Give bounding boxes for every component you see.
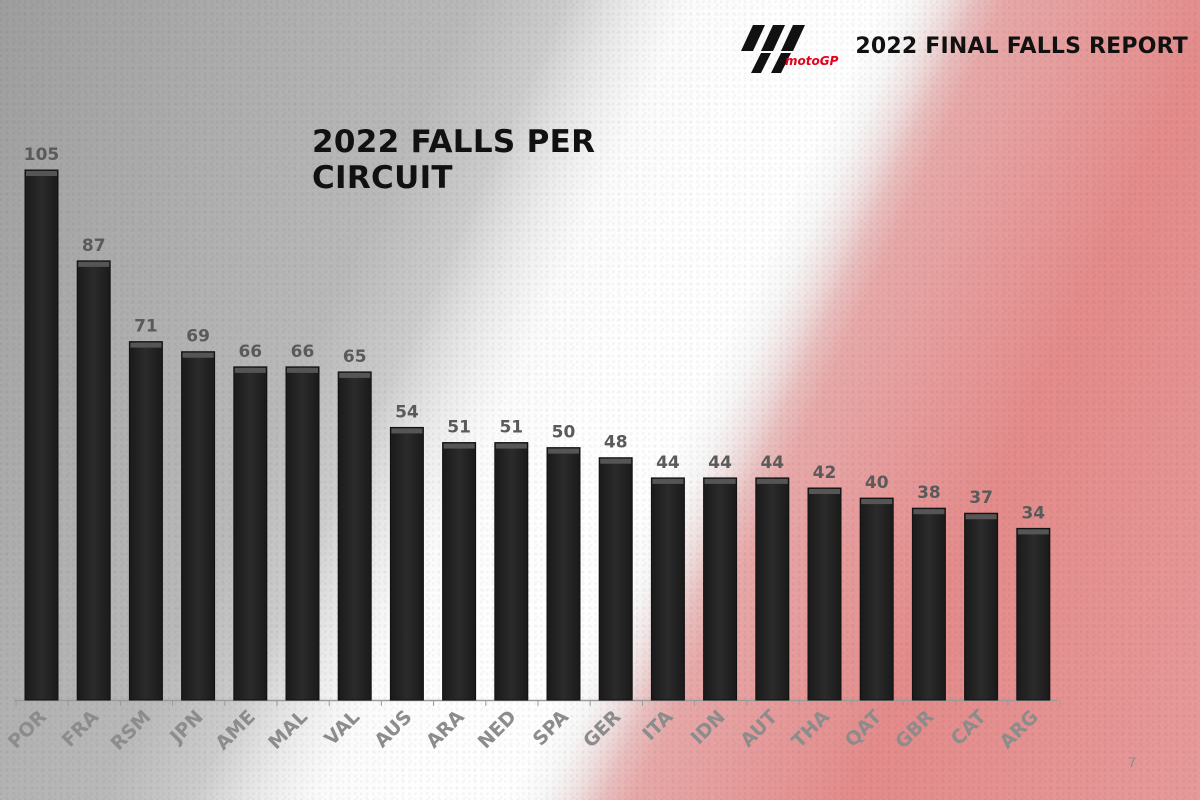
bar-top-highlight bbox=[861, 499, 893, 505]
value-label-val: 65 bbox=[343, 347, 367, 367]
bar-rsm bbox=[128, 341, 163, 701]
bar-top-highlight bbox=[704, 478, 736, 484]
bar-top-highlight bbox=[234, 367, 266, 373]
bar-ger bbox=[598, 457, 633, 701]
bar-top-highlight bbox=[913, 509, 945, 515]
bar-spa bbox=[546, 447, 581, 701]
x-tick-label-ger: GER bbox=[579, 706, 625, 752]
bar-ita bbox=[650, 477, 685, 701]
value-label-aus: 54 bbox=[395, 402, 419, 422]
bar-top-highlight bbox=[965, 514, 997, 520]
bar-top-highlight bbox=[26, 171, 57, 176]
bar-top-highlight bbox=[600, 458, 632, 464]
value-label-arg: 34 bbox=[1021, 503, 1045, 523]
bar-gbr bbox=[911, 507, 946, 701]
bar-top-highlight bbox=[652, 478, 684, 484]
value-label-idn: 44 bbox=[708, 453, 732, 473]
x-tick-label-aus: AUS bbox=[370, 706, 416, 752]
bar-top-highlight bbox=[756, 478, 788, 484]
bar-arg bbox=[1016, 527, 1051, 701]
value-label-ita: 44 bbox=[656, 453, 680, 473]
x-tick-label-ame: AME bbox=[211, 706, 260, 755]
x-tick-label-fra: FRA bbox=[58, 706, 104, 752]
x-tick-label-rsm: RSM bbox=[106, 706, 155, 755]
bar-top-highlight bbox=[339, 372, 371, 378]
page-number: 7 bbox=[1128, 754, 1136, 770]
x-tick-label-val: VAL bbox=[320, 706, 364, 750]
value-label-qat: 40 bbox=[865, 473, 889, 493]
bar-cat bbox=[964, 512, 999, 701]
bar-top-highlight bbox=[287, 367, 318, 373]
x-tick-label-mal: MAL bbox=[264, 706, 312, 754]
x-tick-label-qat: QAT bbox=[841, 706, 887, 752]
logo-wordmark: motoGP bbox=[785, 54, 839, 68]
x-tick-label-tha: THA bbox=[788, 706, 835, 753]
x-tick-label-gbr: GBR bbox=[891, 706, 938, 753]
bar-ara bbox=[442, 442, 477, 701]
bar-top-highlight bbox=[391, 428, 423, 434]
bar-top-highlight bbox=[443, 443, 475, 449]
bar-idn bbox=[703, 477, 738, 701]
value-label-ara: 51 bbox=[447, 418, 471, 438]
motogp-logo: motoGP bbox=[739, 17, 843, 75]
bar-top-highlight bbox=[78, 261, 110, 267]
bar-jpn bbox=[181, 351, 216, 701]
bar-top-highlight bbox=[130, 342, 162, 348]
value-label-fra: 87 bbox=[82, 236, 106, 256]
value-label-por: 105 bbox=[24, 145, 60, 165]
bar-val bbox=[337, 371, 372, 701]
value-label-ame: 66 bbox=[238, 342, 262, 362]
value-label-rsm: 71 bbox=[134, 317, 158, 337]
bar-aut bbox=[755, 477, 790, 701]
bar-qat bbox=[859, 497, 894, 701]
bar-top-highlight bbox=[809, 489, 840, 494]
chart-title: 2022 FALLS PER CIRCUIT bbox=[312, 124, 596, 196]
bar-tha bbox=[807, 487, 842, 701]
report-title: 2022 FINAL FALLS REPORT bbox=[855, 33, 1188, 59]
value-label-gbr: 38 bbox=[917, 483, 941, 503]
bar-aus bbox=[389, 426, 424, 701]
x-tick-label-ara: ARA bbox=[422, 706, 469, 753]
x-tick-label-arg: ARG bbox=[996, 706, 1043, 753]
x-tick-label-ita: ITA bbox=[638, 706, 677, 745]
value-label-jpn: 69 bbox=[186, 327, 210, 347]
value-label-mal: 66 bbox=[291, 342, 315, 362]
x-tick-label-aut: AUT bbox=[736, 706, 782, 752]
value-label-ned: 51 bbox=[499, 418, 523, 438]
bar-ame bbox=[233, 366, 268, 701]
x-tick-label-idn: IDN bbox=[687, 706, 730, 749]
value-label-aut: 44 bbox=[760, 453, 784, 473]
value-label-spa: 50 bbox=[552, 423, 576, 443]
x-tick-label-jpn: JPN bbox=[165, 706, 208, 749]
x-tick-label-ned: NED bbox=[474, 706, 521, 753]
bar-top-highlight bbox=[548, 448, 579, 454]
value-label-ger: 48 bbox=[604, 433, 628, 453]
bar-top-highlight bbox=[182, 352, 214, 358]
bar-fra bbox=[76, 260, 111, 701]
bar-ned bbox=[494, 442, 529, 701]
value-label-tha: 42 bbox=[813, 463, 837, 483]
bar-por bbox=[24, 169, 59, 701]
x-tick-label-por: POR bbox=[4, 706, 51, 753]
x-tick-label-spa: SPA bbox=[529, 706, 573, 750]
bar-mal bbox=[285, 366, 320, 701]
x-tick-label-cat: CAT bbox=[947, 706, 991, 750]
bar-top-highlight bbox=[1017, 529, 1049, 535]
value-label-cat: 37 bbox=[969, 488, 993, 508]
bar-top-highlight bbox=[495, 443, 527, 449]
header: motoGP 2022 FINAL FALLS REPORT bbox=[739, 14, 1188, 78]
